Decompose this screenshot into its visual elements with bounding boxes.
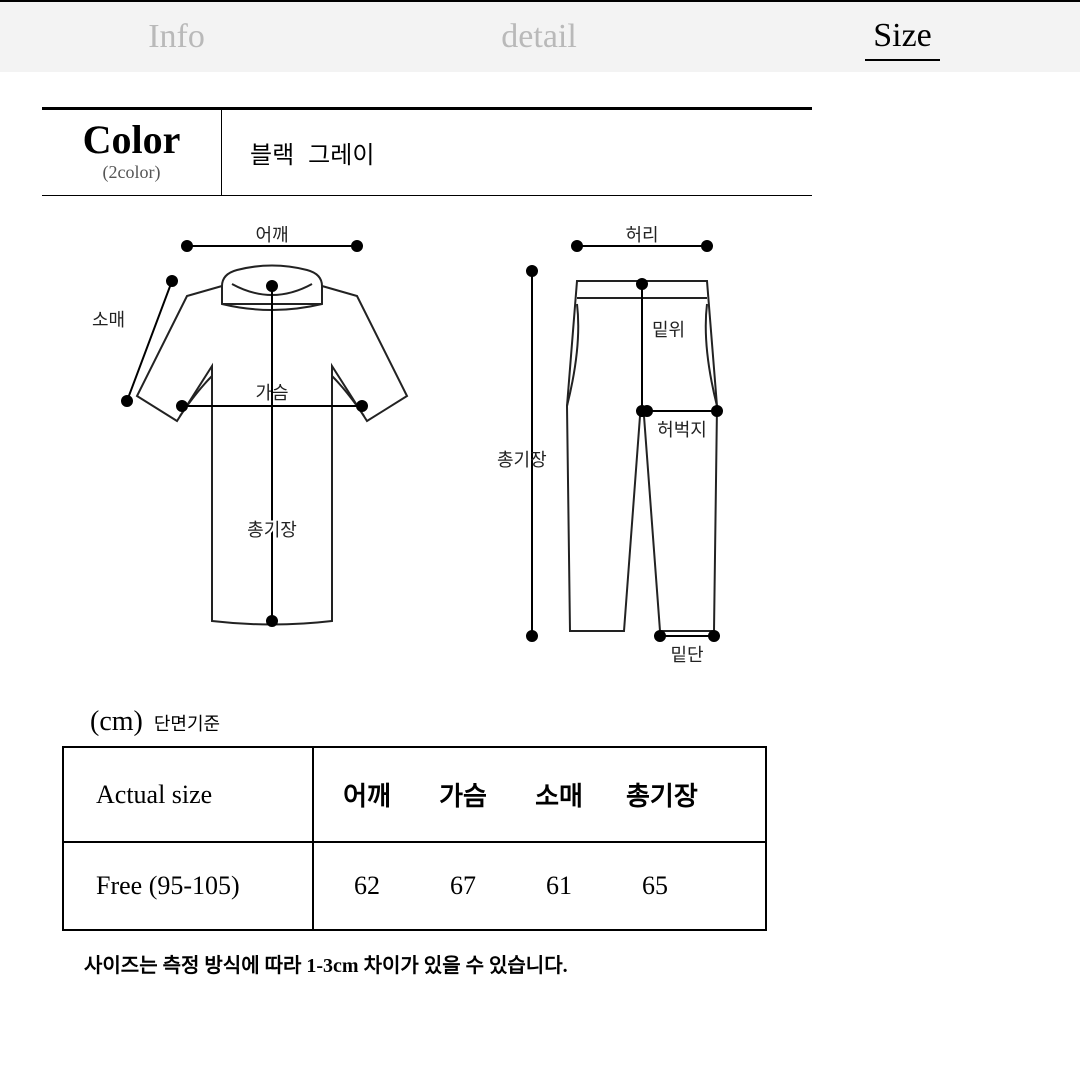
col-2: 소매	[530, 776, 588, 813]
size-table-section: (cm) 단면기준 Actual size 어깨 가슴 소매 총기장 Free …	[62, 706, 1038, 978]
shirt-shoulder-label: 어깨	[255, 226, 288, 245]
header-columns-cell: 어깨 가슴 소매 총기장	[313, 747, 766, 842]
row-label-cell: Free (95-105)	[63, 842, 313, 930]
pants-diagram: 허리 밑위 허벅지 총기장	[482, 226, 782, 676]
pants-waist-label: 허리	[625, 226, 658, 245]
color-label-cell: Color (2color)	[42, 110, 222, 195]
pants-length-label: 총기장	[497, 450, 547, 470]
tab-info[interactable]: Info	[140, 14, 213, 60]
diagram-area: 어깨 소매 가슴 총기장	[72, 226, 1038, 676]
color-title: Color	[42, 120, 221, 160]
caption-main: (cm)	[90, 706, 143, 737]
shirt-sleeve-label: 소매	[92, 310, 125, 330]
caption-sub: 단면기준	[154, 714, 220, 734]
row-values-cell: 62 67 61 65	[313, 842, 766, 930]
table-row: Free (95-105) 62 67 61 65	[63, 842, 766, 930]
color-value-1: 그레이	[308, 135, 374, 170]
pants-thigh-label: 허벅지	[657, 420, 707, 440]
tab-bar: Info detail Size	[0, 0, 1080, 72]
color-values: 블랙 그레이	[222, 110, 812, 195]
table-caption: (cm) 단면기준	[90, 706, 1038, 738]
col-0: 어깨	[338, 776, 396, 813]
footnote: 사이즈는 측정 방식에 따라 1-3cm 차이가 있을 수 있습니다.	[84, 949, 1038, 978]
color-subtitle: (2color)	[42, 162, 221, 183]
shirt-diagram: 어깨 소매 가슴 총기장	[72, 226, 452, 656]
content-area: Color (2color) 블랙 그레이	[0, 72, 1080, 978]
header-label-cell: Actual size	[63, 747, 313, 842]
shirt-length-label: 총기장	[247, 520, 297, 540]
pants-hem-label: 밑단	[670, 645, 703, 665]
col-1: 가슴	[434, 776, 492, 813]
val-3: 65	[626, 871, 684, 901]
val-1: 67	[434, 871, 492, 901]
col-3: 총기장	[626, 776, 698, 813]
val-2: 61	[530, 871, 588, 901]
pants-rise-label: 밑위	[652, 320, 685, 340]
tab-size[interactable]: Size	[865, 13, 940, 61]
size-table: Actual size 어깨 가슴 소매 총기장 Free (95-105) 6…	[62, 746, 767, 931]
color-row: Color (2color) 블랙 그레이	[42, 107, 812, 196]
table-row: Actual size 어깨 가슴 소매 총기장	[63, 747, 766, 842]
color-value-0: 블랙	[250, 135, 294, 170]
val-0: 62	[338, 871, 396, 901]
tab-detail[interactable]: detail	[493, 14, 585, 60]
